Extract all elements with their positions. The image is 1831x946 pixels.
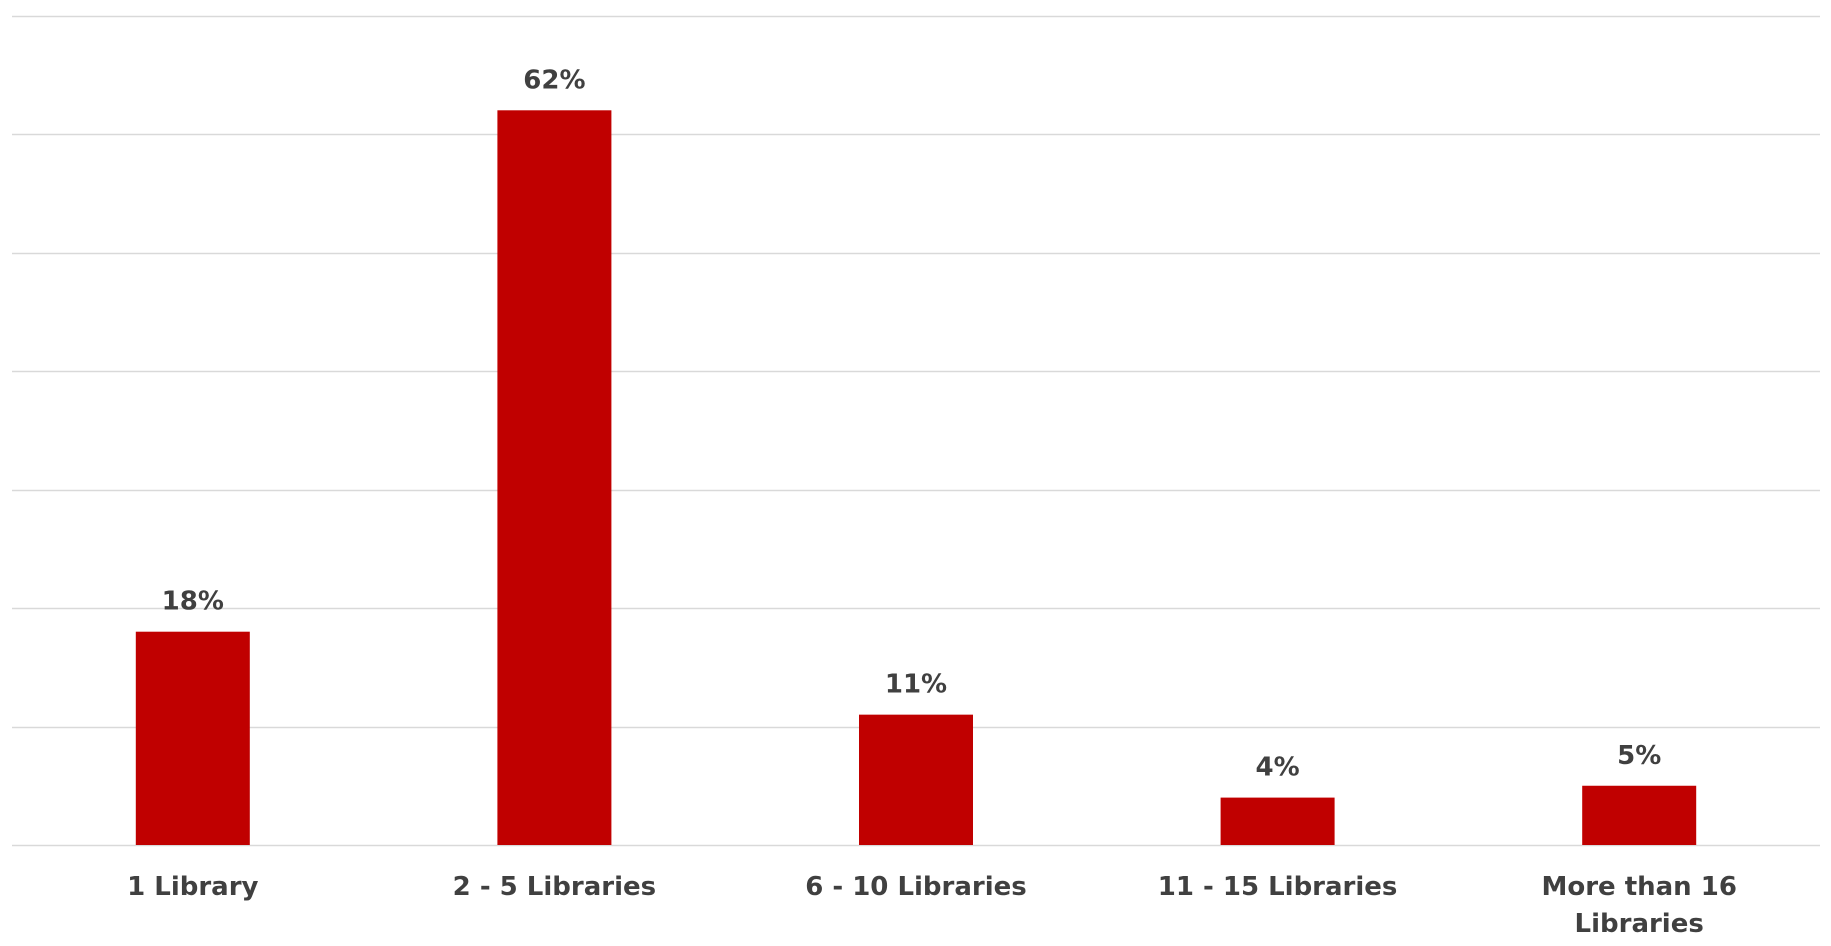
bar-1 <box>135 631 250 845</box>
bar-3 <box>859 714 973 845</box>
bar-5 <box>1582 785 1697 845</box>
data-label-2: 62% <box>523 65 585 95</box>
data-label-3: 11% <box>885 670 947 700</box>
gridlines <box>12 15 1820 847</box>
category-labels: 1 Library 2 - 5 Libraries 6 - 10 Libraries… <box>127 872 1737 939</box>
category-label-1: 1 Library <box>127 872 258 902</box>
category-label-4: 11 - 15 Libraries <box>1158 872 1398 902</box>
category-label-2: 2 - 5 Libraries <box>453 872 656 902</box>
bar-2 <box>497 110 612 846</box>
data-label-1: 18% <box>162 587 224 617</box>
value-labels: 18% 62% 11% 4% 5% <box>162 65 1662 782</box>
data-label-5: 5% <box>1617 741 1661 771</box>
data-label-4: 4% <box>1256 753 1300 783</box>
category-label-5: More than 16 Libraries <box>1541 872 1736 939</box>
category-label-3: 6 - 10 Libraries <box>805 872 1027 902</box>
bar-4 <box>1220 797 1335 845</box>
bars <box>135 110 1697 846</box>
